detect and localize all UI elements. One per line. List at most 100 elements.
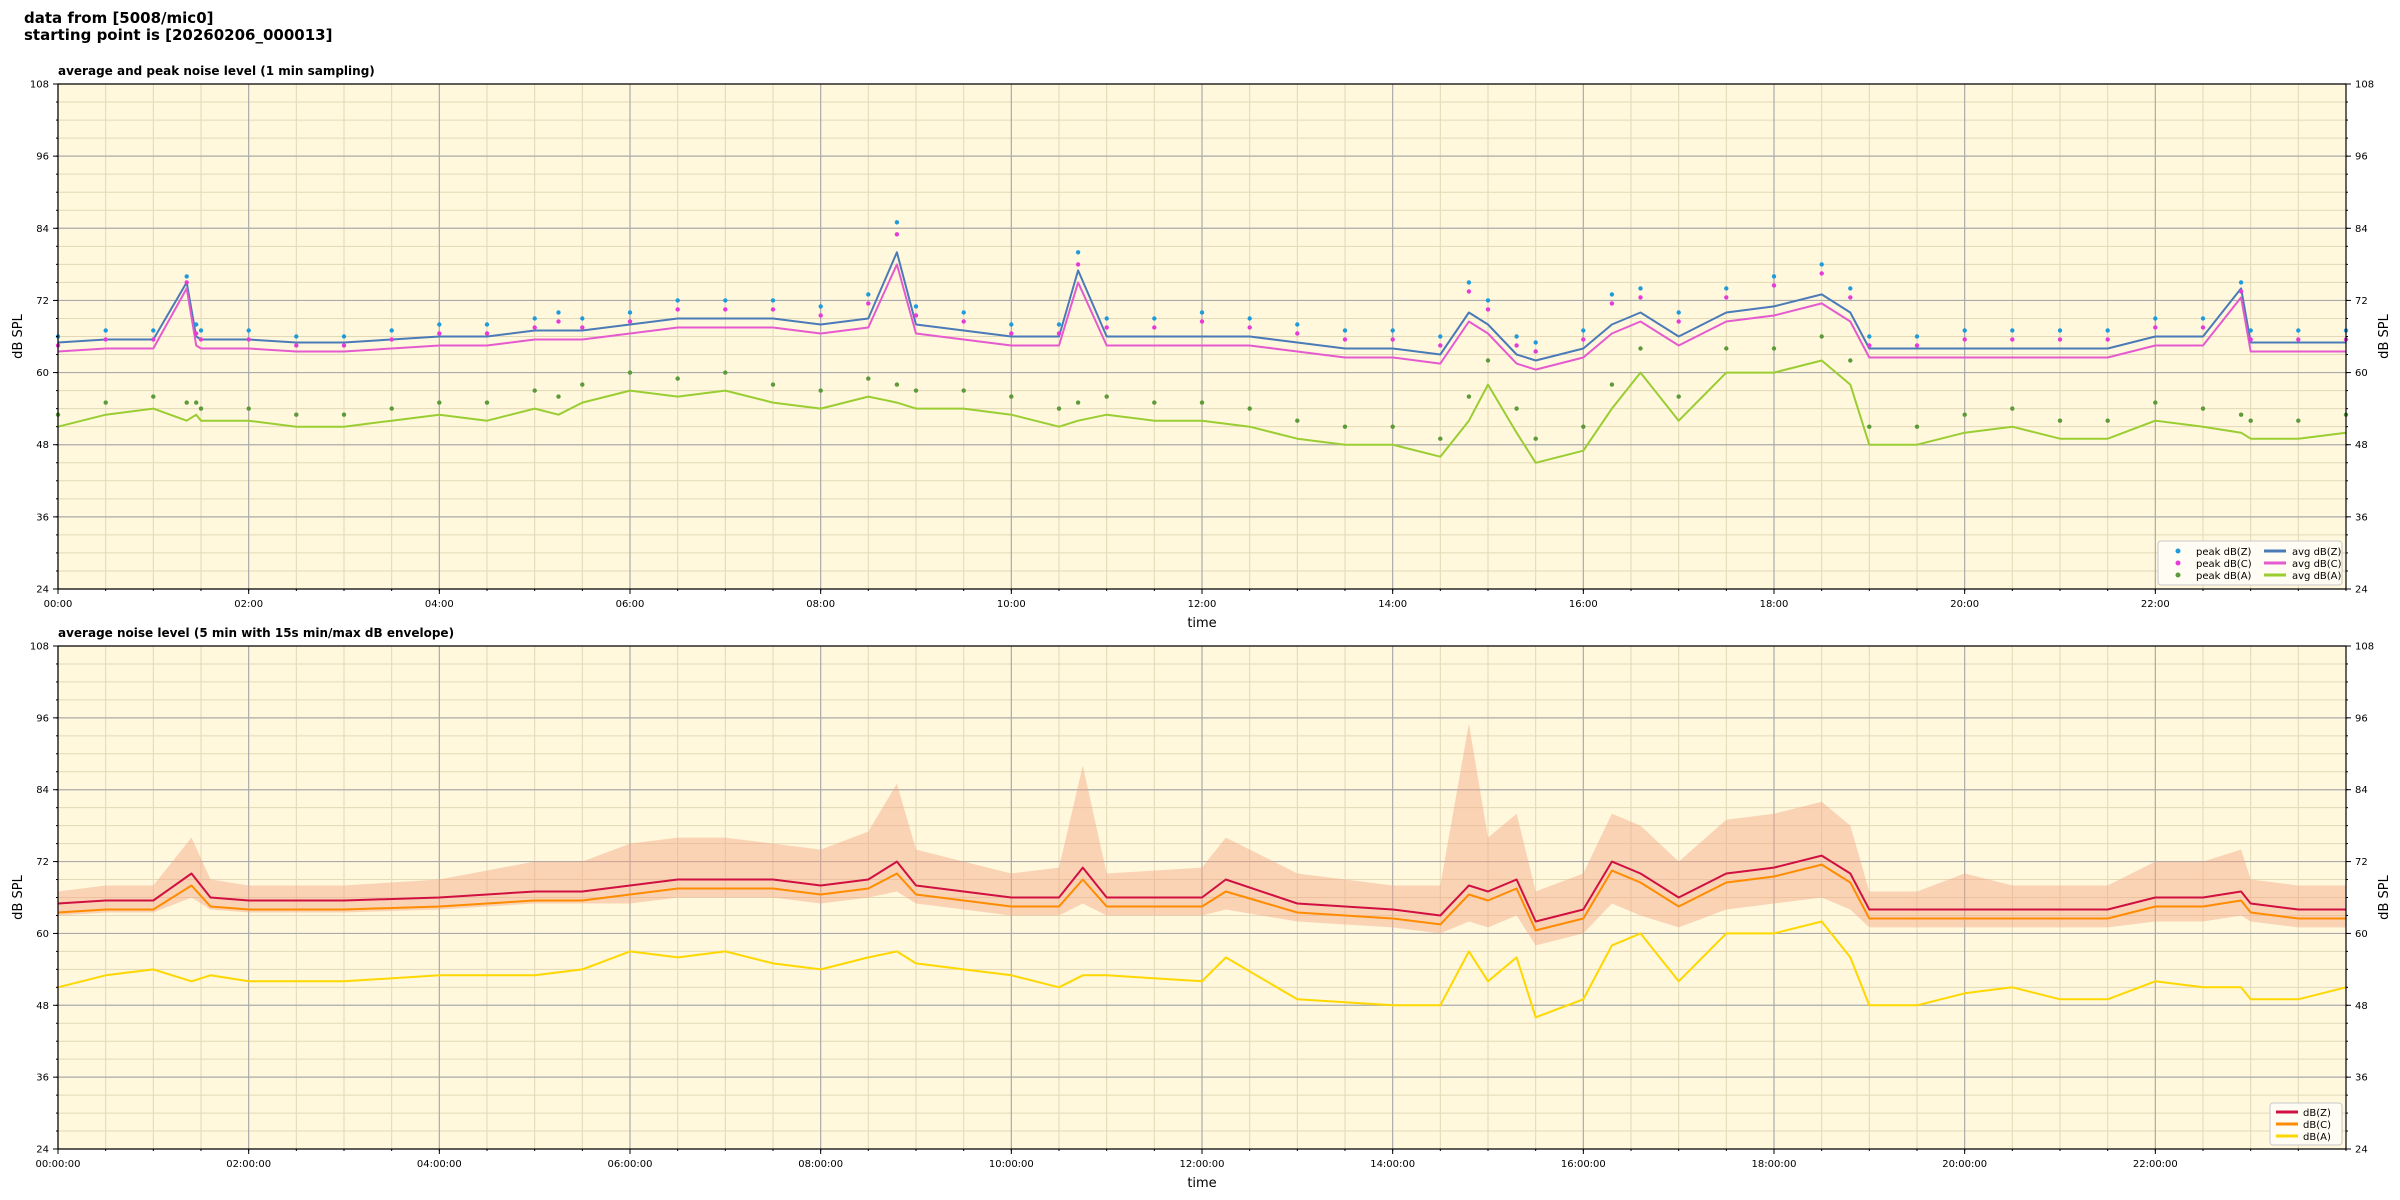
data-point [246, 406, 251, 411]
data-point [770, 382, 776, 387]
data-point [1514, 343, 1519, 348]
x-tick-label: 00:00:00 [36, 1159, 81, 1170]
legend: peak dB(Z)peak dB(C)peak dB(A)avg dB(Z)a… [2157, 540, 2343, 586]
data-point [1962, 328, 1967, 333]
x-tick-label: 18:00:00 [1752, 1159, 1797, 1170]
data-point [2248, 418, 2253, 423]
x-tick-label: 00:00 [44, 599, 73, 610]
data-point [103, 400, 108, 405]
data-point [184, 274, 189, 279]
data-point [151, 337, 156, 342]
data-point [1199, 310, 1205, 315]
data-point [723, 307, 728, 312]
x-tick-label: 04:00 [425, 599, 454, 610]
y-tick-label: 108 [30, 642, 49, 653]
y-tick-label: 60 [2355, 929, 2368, 940]
data-point [1438, 334, 1443, 339]
data-point [818, 313, 823, 318]
data-point [1075, 262, 1081, 267]
data-point [1676, 319, 1681, 324]
legend-label: dB(C) [2303, 1120, 2331, 1131]
data-point [1819, 262, 1824, 267]
header-start: starting point is [20260206_000013] [24, 26, 333, 44]
data-point [1152, 316, 1157, 321]
data-point [389, 337, 394, 342]
data-point [1914, 343, 1920, 348]
data-point [1390, 337, 1395, 342]
data-point [866, 301, 871, 306]
data-point [194, 331, 199, 336]
x-tick-label: 06:00 [616, 599, 645, 610]
x-tick-label: 08:00 [806, 599, 835, 610]
legend-label: avg dB(C) [2292, 559, 2342, 570]
data-point [1581, 337, 1586, 342]
data-point [1438, 343, 1443, 348]
series-db-a- [57, 920, 2347, 1019]
data-point [2057, 337, 2063, 342]
data-point [1438, 436, 1443, 441]
x-tick-label: 10:00:00 [989, 1159, 1034, 1170]
data-point [675, 307, 680, 312]
x-axis-label: time [1187, 616, 1216, 631]
data-point [2010, 328, 2015, 333]
data-point [2153, 325, 2158, 330]
legend-label: peak dB(C) [2196, 559, 2252, 570]
data-point [2057, 418, 2063, 423]
data-point [1009, 394, 1014, 399]
data-point [2105, 328, 2110, 333]
legend-box [2157, 540, 2343, 586]
data-point [198, 328, 204, 333]
data-point [1075, 250, 1081, 255]
x-axis-label: time [1187, 1176, 1216, 1191]
data-point [1533, 349, 1538, 354]
data-point [1867, 343, 1872, 348]
data-point [1962, 337, 1967, 342]
data-point [1104, 325, 1109, 330]
data-point [532, 325, 537, 330]
data-point [341, 412, 347, 417]
data-point [484, 400, 490, 405]
y-tick-label: 48 [36, 440, 49, 451]
y-tick-label: 96 [2355, 713, 2368, 724]
data-point [866, 292, 871, 297]
series-avg-db-z- [57, 251, 2346, 362]
x-tick-label: 20:00 [1950, 599, 1979, 610]
data-point [2238, 412, 2244, 417]
legend-marker [2175, 560, 2181, 566]
y-tick-label: 48 [2355, 440, 2368, 451]
data-point [913, 388, 919, 393]
legend-label: dB(Z) [2303, 1108, 2331, 1119]
data-point [1152, 325, 1157, 330]
data-point [913, 313, 919, 318]
data-point [532, 316, 537, 321]
data-point [184, 280, 189, 285]
data-point [2153, 316, 2158, 321]
data-point [1819, 271, 1824, 276]
data-point [1247, 316, 1252, 321]
y-tick-label: 96 [36, 152, 49, 163]
data-point [627, 310, 633, 315]
data-point [1247, 325, 1252, 330]
series-peak-db-a- [55, 334, 2349, 441]
legend-label: avg dB(A) [2292, 571, 2342, 582]
data-point [2248, 337, 2253, 342]
data-point [894, 220, 900, 225]
chart-1: 24 24 36 36 48 48 60 60 72 72 84 84 96 96 108 108 00:00 0… [11, 64, 2392, 631]
data-point [580, 325, 585, 330]
data-point [1247, 406, 1252, 411]
data-point [1676, 310, 1681, 315]
y-axis-label: dB SPL [11, 874, 26, 919]
data-point [1390, 424, 1395, 429]
data-point [1009, 322, 1014, 327]
data-point [246, 328, 251, 333]
data-point [1295, 331, 1300, 336]
data-point [1867, 334, 1872, 339]
data-point [1848, 358, 1853, 363]
data-point [484, 322, 490, 327]
data-point [1199, 319, 1205, 324]
data-point [913, 304, 919, 309]
envelope-band [58, 723, 2346, 946]
legend-label: peak dB(Z) [2196, 547, 2252, 558]
data-point [1466, 289, 1472, 294]
data-point [2248, 328, 2253, 333]
